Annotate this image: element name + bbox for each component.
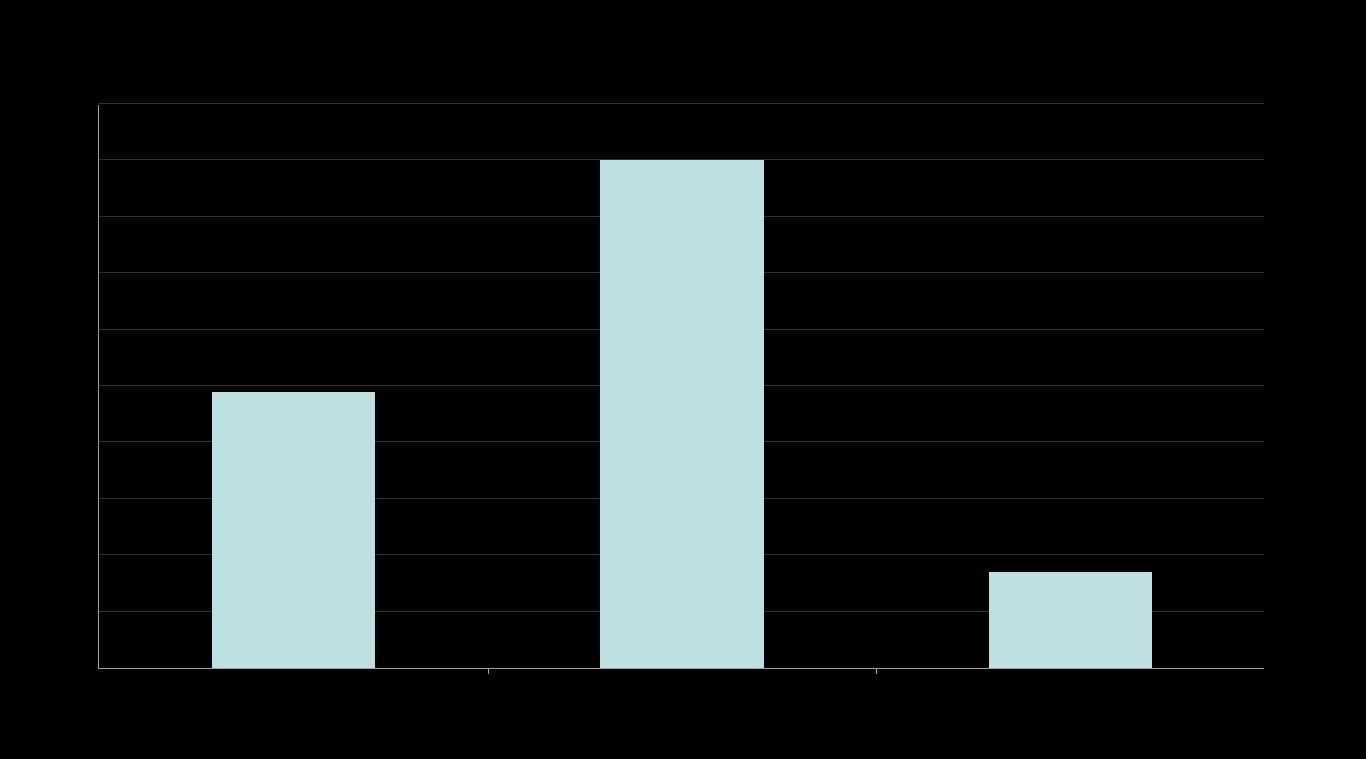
bar	[989, 572, 1152, 668]
bar	[212, 392, 375, 668]
gridline	[99, 103, 1264, 104]
bar	[600, 160, 763, 668]
plot-area	[98, 105, 1264, 669]
x-tick	[876, 668, 877, 674]
x-tick	[488, 668, 489, 674]
bar-chart	[98, 105, 1264, 669]
